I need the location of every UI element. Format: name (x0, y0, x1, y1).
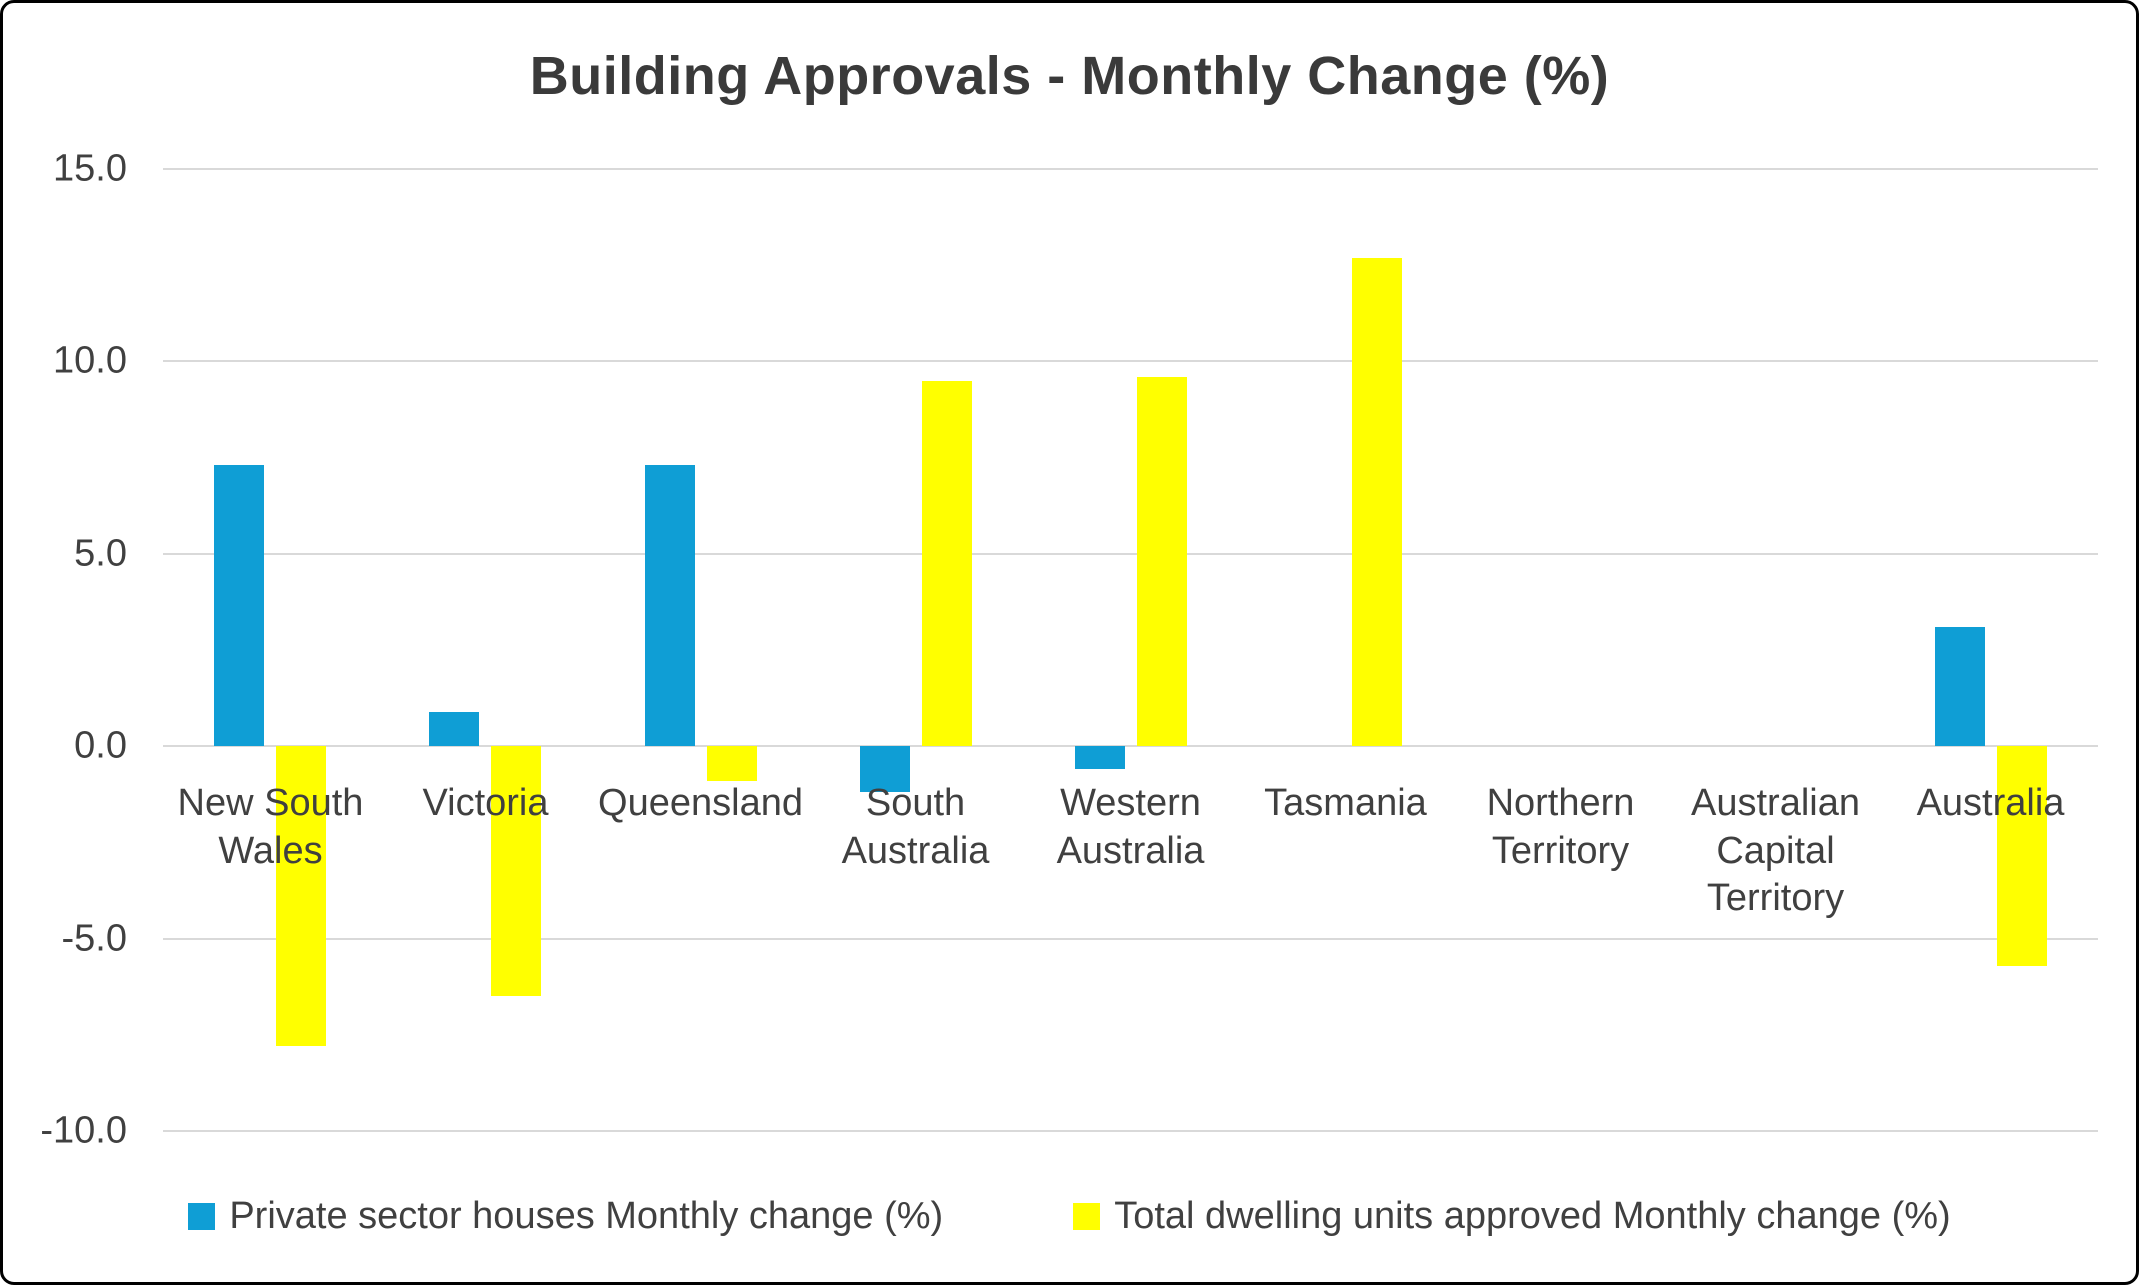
plot-area: New South Wales Victoria Queensland South A… (163, 168, 2098, 1132)
y-axis-tick-label: -5.0 (61, 917, 127, 960)
gridline (163, 552, 2098, 555)
category-label: Western Australia (1056, 782, 1205, 872)
legend-swatch-blue (188, 1203, 216, 1230)
bar-series1-new-south-wales (276, 746, 327, 1047)
category-label: Australia (1916, 782, 2065, 825)
chart-title: Building Approvals - Monthly Change (%) (529, 46, 1610, 106)
legend-item-private-sector-houses: Private sector houses Monthly change (%) (188, 1195, 943, 1238)
gridline (163, 745, 2098, 748)
y-axis-tick-label: 15.0 (53, 147, 127, 190)
bar-series0-queensland (644, 465, 695, 747)
gridline (163, 937, 2098, 940)
legend-label-total-dwelling-units: Total dwelling units approved Monthly ch… (1114, 1195, 1951, 1237)
bar-series1-western-australia (1136, 376, 1187, 747)
y-axis-tick-label: -10.0 (40, 1109, 127, 1152)
y-axis: 15.0 10.0 5.0 0.0 -5.0 -10.0 (3, 148, 143, 1152)
y-axis-tick-label: 10.0 (53, 339, 127, 382)
bar-series0-new-south-wales (214, 465, 265, 747)
legend-item-total-dwelling-units: Total dwelling units approved Monthly ch… (1073, 1195, 1951, 1238)
gridline (163, 1130, 2098, 1132)
bar-series1-australia (1996, 746, 2047, 966)
category-label: Victoria (422, 782, 549, 825)
bar-series1-queensland (706, 746, 757, 781)
gridline (163, 168, 2098, 170)
category-label: South Australia (841, 782, 990, 872)
legend-swatch-yellow (1073, 1203, 1101, 1230)
bar-series0-australia (1934, 626, 1985, 747)
category-label: New South Wales (177, 782, 364, 872)
bar-series1-victoria (491, 746, 542, 997)
y-axis-tick-label: 5.0 (74, 532, 127, 575)
category-label: Northern Territory (1486, 782, 1635, 872)
category-label: Tasmania (1264, 782, 1427, 825)
category-label: Australian Capital Territory (1691, 782, 1860, 920)
bar-series0-south-australia (859, 746, 910, 793)
gridline (163, 360, 2098, 363)
bar-series0-victoria (429, 711, 480, 747)
category-label: Queensland (598, 782, 803, 825)
legend-label-private-sector-houses: Private sector houses Monthly change (%) (229, 1195, 944, 1237)
bar-series0-western-australia (1074, 746, 1125, 770)
legend: Private sector houses Monthly change (%)… (3, 1195, 2136, 1238)
bar-series1-south-australia (921, 380, 972, 747)
bar-series1-tasmania (1351, 257, 1402, 747)
y-axis-tick-label: 0.0 (74, 724, 127, 767)
